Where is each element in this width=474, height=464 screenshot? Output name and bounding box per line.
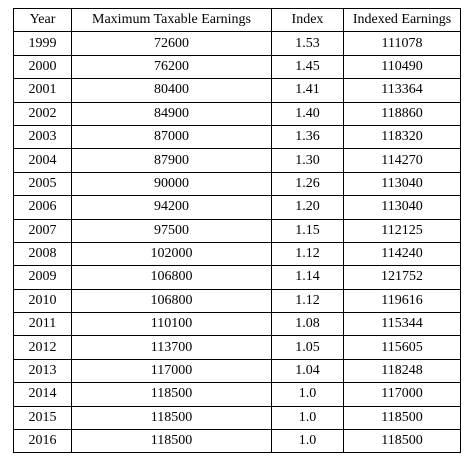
cell-index: 1.26 xyxy=(271,171,344,197)
cell-indexed-earnings: 112125 xyxy=(343,218,461,243)
cell-index: 1.45 xyxy=(271,54,344,80)
cell-year: 2013 xyxy=(13,358,72,384)
cell-maximum-taxable-earnings: 118500 xyxy=(71,405,272,431)
cell-indexed-earnings: 113040 xyxy=(343,195,461,220)
cell-year: 2005 xyxy=(13,171,72,197)
cell-maximum-taxable-earnings: 87000 xyxy=(71,124,272,150)
cell-indexed-earnings: 118860 xyxy=(343,101,461,126)
cell-year: 2010 xyxy=(13,288,72,314)
cell-indexed-earnings: 117000 xyxy=(343,382,461,407)
cell-index: 1.12 xyxy=(271,241,344,267)
cell-indexed-earnings: 118320 xyxy=(343,124,461,150)
table-row: 2002 84900 1.40 118860 xyxy=(13,101,461,126)
cell-year: 2009 xyxy=(13,265,72,290)
cell-index: 1.15 xyxy=(271,218,344,243)
cell-maximum-taxable-earnings: 94200 xyxy=(71,195,272,220)
cell-maximum-taxable-earnings: 90000 xyxy=(71,171,272,197)
earnings-table-container: Year Maximum Taxable Earnings Index Inde… xyxy=(13,7,461,454)
cell-index: 1.12 xyxy=(271,288,344,314)
cell-indexed-earnings: 115605 xyxy=(343,335,461,360)
cell-maximum-taxable-earnings: 76200 xyxy=(71,54,272,80)
cell-index: 1.20 xyxy=(271,195,344,220)
cell-indexed-earnings: 114270 xyxy=(343,148,461,173)
table-row: 2000 76200 1.45 110490 xyxy=(13,54,461,80)
cell-indexed-earnings: 118248 xyxy=(343,358,461,384)
table-row: 2010 106800 1.12 119616 xyxy=(13,288,461,314)
table-row: 2016 118500 1.0 118500 xyxy=(13,429,461,454)
cell-index: 1.40 xyxy=(271,101,344,126)
table-row: 2006 94200 1.20 113040 xyxy=(13,195,461,220)
cell-year: 2011 xyxy=(13,312,72,337)
cell-index: 1.04 xyxy=(271,358,344,384)
cell-index: 1.0 xyxy=(271,429,344,454)
cell-maximum-taxable-earnings: 118500 xyxy=(71,429,272,454)
cell-year: 2015 xyxy=(13,405,72,431)
cell-indexed-earnings: 119616 xyxy=(343,288,461,314)
table-row: 2013 117000 1.04 118248 xyxy=(13,358,461,384)
cell-index: 1.08 xyxy=(271,312,344,337)
cell-index: 1.36 xyxy=(271,124,344,150)
cell-year: 2016 xyxy=(13,429,72,454)
cell-maximum-taxable-earnings: 87900 xyxy=(71,148,272,173)
earnings-table: Year Maximum Taxable Earnings Index Inde… xyxy=(13,7,461,454)
cell-index: 1.05 xyxy=(271,335,344,360)
table-row: 2004 87900 1.30 114270 xyxy=(13,148,461,173)
table-row: 2001 80400 1.41 113364 xyxy=(13,78,461,103)
cell-index: 1.0 xyxy=(271,405,344,431)
header-maximum-taxable-earnings: Maximum Taxable Earnings xyxy=(71,7,272,33)
table-row: 2014 118500 1.0 117000 xyxy=(13,382,461,407)
table-row: 2015 118500 1.0 118500 xyxy=(13,405,461,431)
table-row: 2003 87000 1.36 118320 xyxy=(13,124,461,150)
cell-year: 1999 xyxy=(13,31,72,56)
cell-year: 2012 xyxy=(13,335,72,360)
cell-index: 1.41 xyxy=(271,78,344,103)
header-row: Year Maximum Taxable Earnings Index Inde… xyxy=(13,7,461,33)
cell-maximum-taxable-earnings: 106800 xyxy=(71,265,272,290)
table-row: 2007 97500 1.15 112125 xyxy=(13,218,461,243)
cell-maximum-taxable-earnings: 110100 xyxy=(71,312,272,337)
cell-year: 2008 xyxy=(13,241,72,267)
cell-indexed-earnings: 114240 xyxy=(343,241,461,267)
cell-indexed-earnings: 110490 xyxy=(343,54,461,80)
cell-maximum-taxable-earnings: 117000 xyxy=(71,358,272,384)
cell-year: 2006 xyxy=(13,195,72,220)
cell-maximum-taxable-earnings: 102000 xyxy=(71,241,272,267)
cell-index: 1.14 xyxy=(271,265,344,290)
cell-maximum-taxable-earnings: 84900 xyxy=(71,101,272,126)
cell-year: 2000 xyxy=(13,54,72,80)
cell-indexed-earnings: 118500 xyxy=(343,405,461,431)
cell-indexed-earnings: 118500 xyxy=(343,429,461,454)
cell-indexed-earnings: 121752 xyxy=(343,265,461,290)
cell-index: 1.30 xyxy=(271,148,344,173)
cell-indexed-earnings: 113364 xyxy=(343,78,461,103)
cell-year: 2007 xyxy=(13,218,72,243)
header-indexed-earnings: Indexed Earnings xyxy=(343,7,461,33)
cell-year: 2004 xyxy=(13,148,72,173)
cell-maximum-taxable-earnings: 118500 xyxy=(71,382,272,407)
table-row: 2011 110100 1.08 115344 xyxy=(13,312,461,337)
cell-index: 1.0 xyxy=(271,382,344,407)
cell-year: 2002 xyxy=(13,101,72,126)
table-row: 2005 90000 1.26 113040 xyxy=(13,171,461,197)
table-row: 2008 102000 1.12 114240 xyxy=(13,241,461,267)
table-row: 2012 113700 1.05 115605 xyxy=(13,335,461,360)
header-index: Index xyxy=(271,7,344,33)
cell-indexed-earnings: 115344 xyxy=(343,312,461,337)
cell-indexed-earnings: 113040 xyxy=(343,171,461,197)
cell-maximum-taxable-earnings: 72600 xyxy=(71,31,272,56)
cell-indexed-earnings: 111078 xyxy=(343,31,461,56)
table-row: 2009 106800 1.14 121752 xyxy=(13,265,461,290)
cell-maximum-taxable-earnings: 113700 xyxy=(71,335,272,360)
header-year: Year xyxy=(13,7,72,33)
cell-maximum-taxable-earnings: 80400 xyxy=(71,78,272,103)
cell-year: 2014 xyxy=(13,382,72,407)
table-body: 1999 72600 1.53 111078 2000 76200 1.45 110490 20… xyxy=(13,31,461,454)
cell-maximum-taxable-earnings: 97500 xyxy=(71,218,272,243)
table-row: 1999 72600 1.53 111078 xyxy=(13,31,461,56)
cell-year: 2001 xyxy=(13,78,72,103)
cell-maximum-taxable-earnings: 106800 xyxy=(71,288,272,314)
cell-index: 1.53 xyxy=(271,31,344,56)
cell-year: 2003 xyxy=(13,124,72,150)
